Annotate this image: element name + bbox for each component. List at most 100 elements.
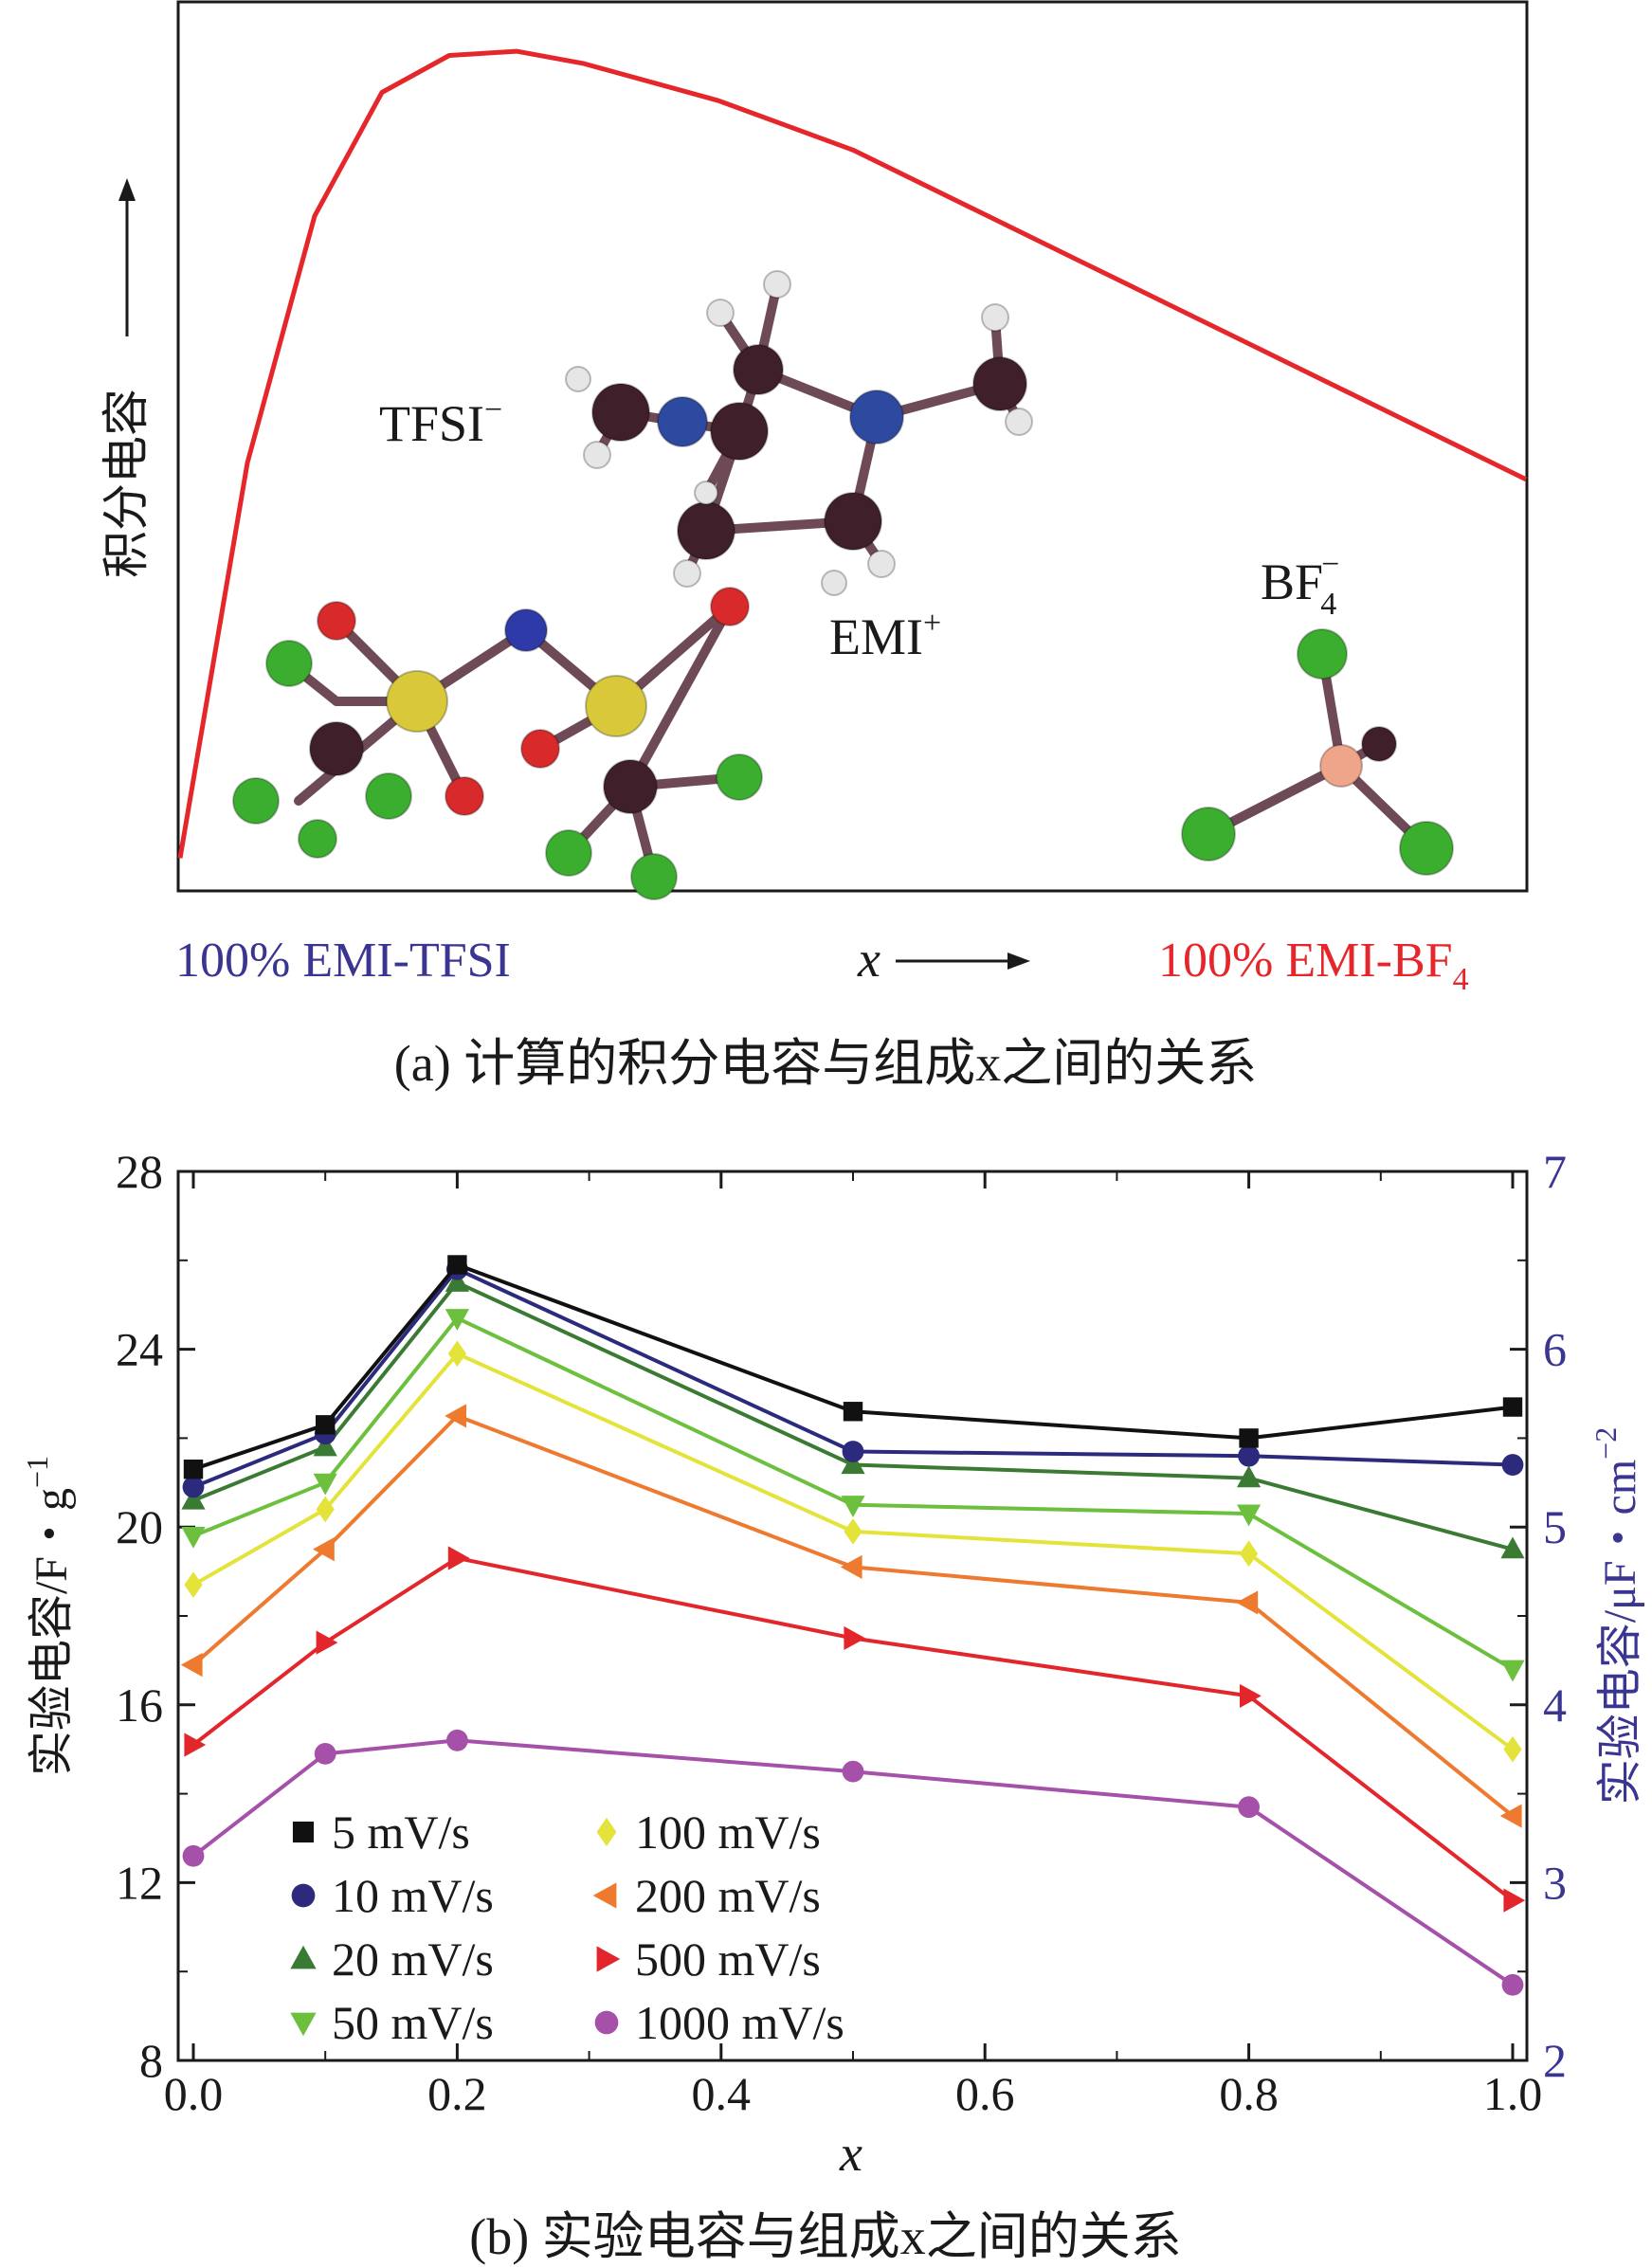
data-point <box>316 1496 335 1523</box>
x-tick-label: 1.0 <box>1483 2067 1543 2120</box>
series-line <box>191 1738 1515 1987</box>
legend-marker <box>290 1945 317 1969</box>
series-50-mV-s <box>181 1309 1525 1682</box>
molecule-illustrations <box>232 270 1454 900</box>
data-point <box>316 1630 338 1655</box>
atom-ball <box>583 441 611 469</box>
data-point <box>184 1733 207 1757</box>
atom-ball <box>585 675 647 737</box>
panel-a: 积分电容 TFSI− EMI+ BF− 4 100% EMI-TFSI x 100… <box>100 0 1529 1092</box>
label-tfsi: TFSI− <box>379 392 502 452</box>
panel-a-curve <box>177 48 1528 859</box>
data-point <box>447 1546 470 1570</box>
atom-ball <box>733 344 784 395</box>
series-line <box>192 1280 1514 1551</box>
data-point <box>180 1652 203 1678</box>
data-point <box>842 1441 864 1462</box>
atom-ball <box>821 570 847 596</box>
atom-ball <box>317 601 356 641</box>
atom-ball <box>716 753 763 801</box>
data-point <box>1238 1444 1260 1467</box>
x-tick-label: 0.0 <box>164 2067 224 2120</box>
legend-label: 500 mV/s <box>635 1932 821 1986</box>
data-point <box>445 1404 466 1428</box>
data-point <box>1503 1888 1526 1913</box>
data-point <box>182 1844 205 1867</box>
panel-a-y-arrow-head <box>118 178 136 201</box>
series-200-mV-s <box>180 1404 1522 1828</box>
y-tick-label: 8 <box>139 2034 163 2087</box>
panel-a-x-label: x <box>857 931 880 988</box>
data-point <box>1238 1796 1260 1819</box>
legend-marker <box>594 2010 619 2035</box>
legend-label: 5 mV/s <box>332 1805 470 1859</box>
y2-tick-label: 6 <box>1543 1323 1567 1376</box>
data-point <box>184 1571 203 1598</box>
legend-item: 1000 mV/s <box>594 1996 844 2049</box>
series-100-mV-s <box>184 1340 1522 1763</box>
data-point <box>844 1625 866 1651</box>
legend-marker <box>292 1821 315 1843</box>
panel-a-caption: (a) 计算的积分电容与组成x之间的关系 <box>394 1035 1257 1092</box>
label-emi: EMI+ <box>829 606 941 665</box>
y2-tick-label: 4 <box>1543 1678 1567 1732</box>
legend-label: 50 mV/s <box>332 1996 494 2049</box>
atom-ball <box>630 853 678 900</box>
data-point <box>1236 1590 1259 1615</box>
atom-ball <box>232 777 280 825</box>
data-point <box>181 1487 206 1510</box>
y2-tick-label: 5 <box>1543 1500 1567 1553</box>
y-tick-label: 20 <box>116 1500 163 1553</box>
series-line <box>191 1556 1515 1902</box>
panel-a-y-label: 积分电容 <box>100 389 153 578</box>
y2-tick-label: 2 <box>1543 2034 1567 2087</box>
legend-marker <box>596 1818 617 1846</box>
panel-b-series <box>180 1255 1526 1996</box>
atom-ball <box>677 501 735 560</box>
data-point <box>1237 1504 1262 1527</box>
data-point <box>313 1434 337 1457</box>
x-tick-label: 0.6 <box>955 2067 1015 2120</box>
atom-ball <box>673 559 701 588</box>
legend-label: 1000 mV/s <box>635 1996 844 2049</box>
data-point <box>1499 1804 1522 1828</box>
series-500-mV-s <box>184 1546 1526 1913</box>
atom-ball <box>657 396 708 447</box>
y-tick-label: 24 <box>116 1323 163 1376</box>
atom-ball <box>1319 744 1363 788</box>
label-bf4: BF− 4 <box>1261 547 1339 622</box>
series-5-mV-s <box>183 1255 1523 1479</box>
atom-ball <box>365 772 412 820</box>
panel-b-plot-frame <box>176 1170 1529 2062</box>
data-point <box>313 1473 337 1496</box>
legend-item: 50 mV/s <box>290 1996 494 2049</box>
legend-item: 10 mV/s <box>291 1869 494 1922</box>
legend-item: 5 mV/s <box>292 1805 470 1859</box>
atom-ball <box>265 640 313 687</box>
data-point <box>313 1537 335 1562</box>
panel-a-x-arrow-head <box>1008 953 1030 970</box>
data-point <box>843 1402 863 1422</box>
data-point <box>844 1518 862 1545</box>
data-point <box>182 1476 205 1498</box>
data-point <box>183 1460 204 1479</box>
data-point <box>445 1309 469 1331</box>
bond-stick <box>626 602 735 791</box>
y2-tick-label: 7 <box>1543 1145 1567 1198</box>
atom-ball <box>694 481 718 505</box>
legend-marker <box>596 1946 621 1972</box>
data-point <box>1501 1454 1524 1476</box>
atom-ball <box>824 492 882 551</box>
data-point <box>1500 1660 1525 1682</box>
data-point <box>1503 1735 1522 1763</box>
panel-b-y-label: 实验电容/F・g−1 <box>20 1456 77 1776</box>
data-point <box>841 1452 865 1475</box>
y-tick-label: 16 <box>116 1678 163 1732</box>
data-point <box>447 1255 467 1275</box>
legend-marker <box>291 1883 316 1908</box>
atom-ball <box>603 759 658 814</box>
legend-item: 500 mV/s <box>596 1932 821 1986</box>
panel-a-frame <box>176 0 1529 893</box>
y-tick-label: 28 <box>116 1145 163 1198</box>
